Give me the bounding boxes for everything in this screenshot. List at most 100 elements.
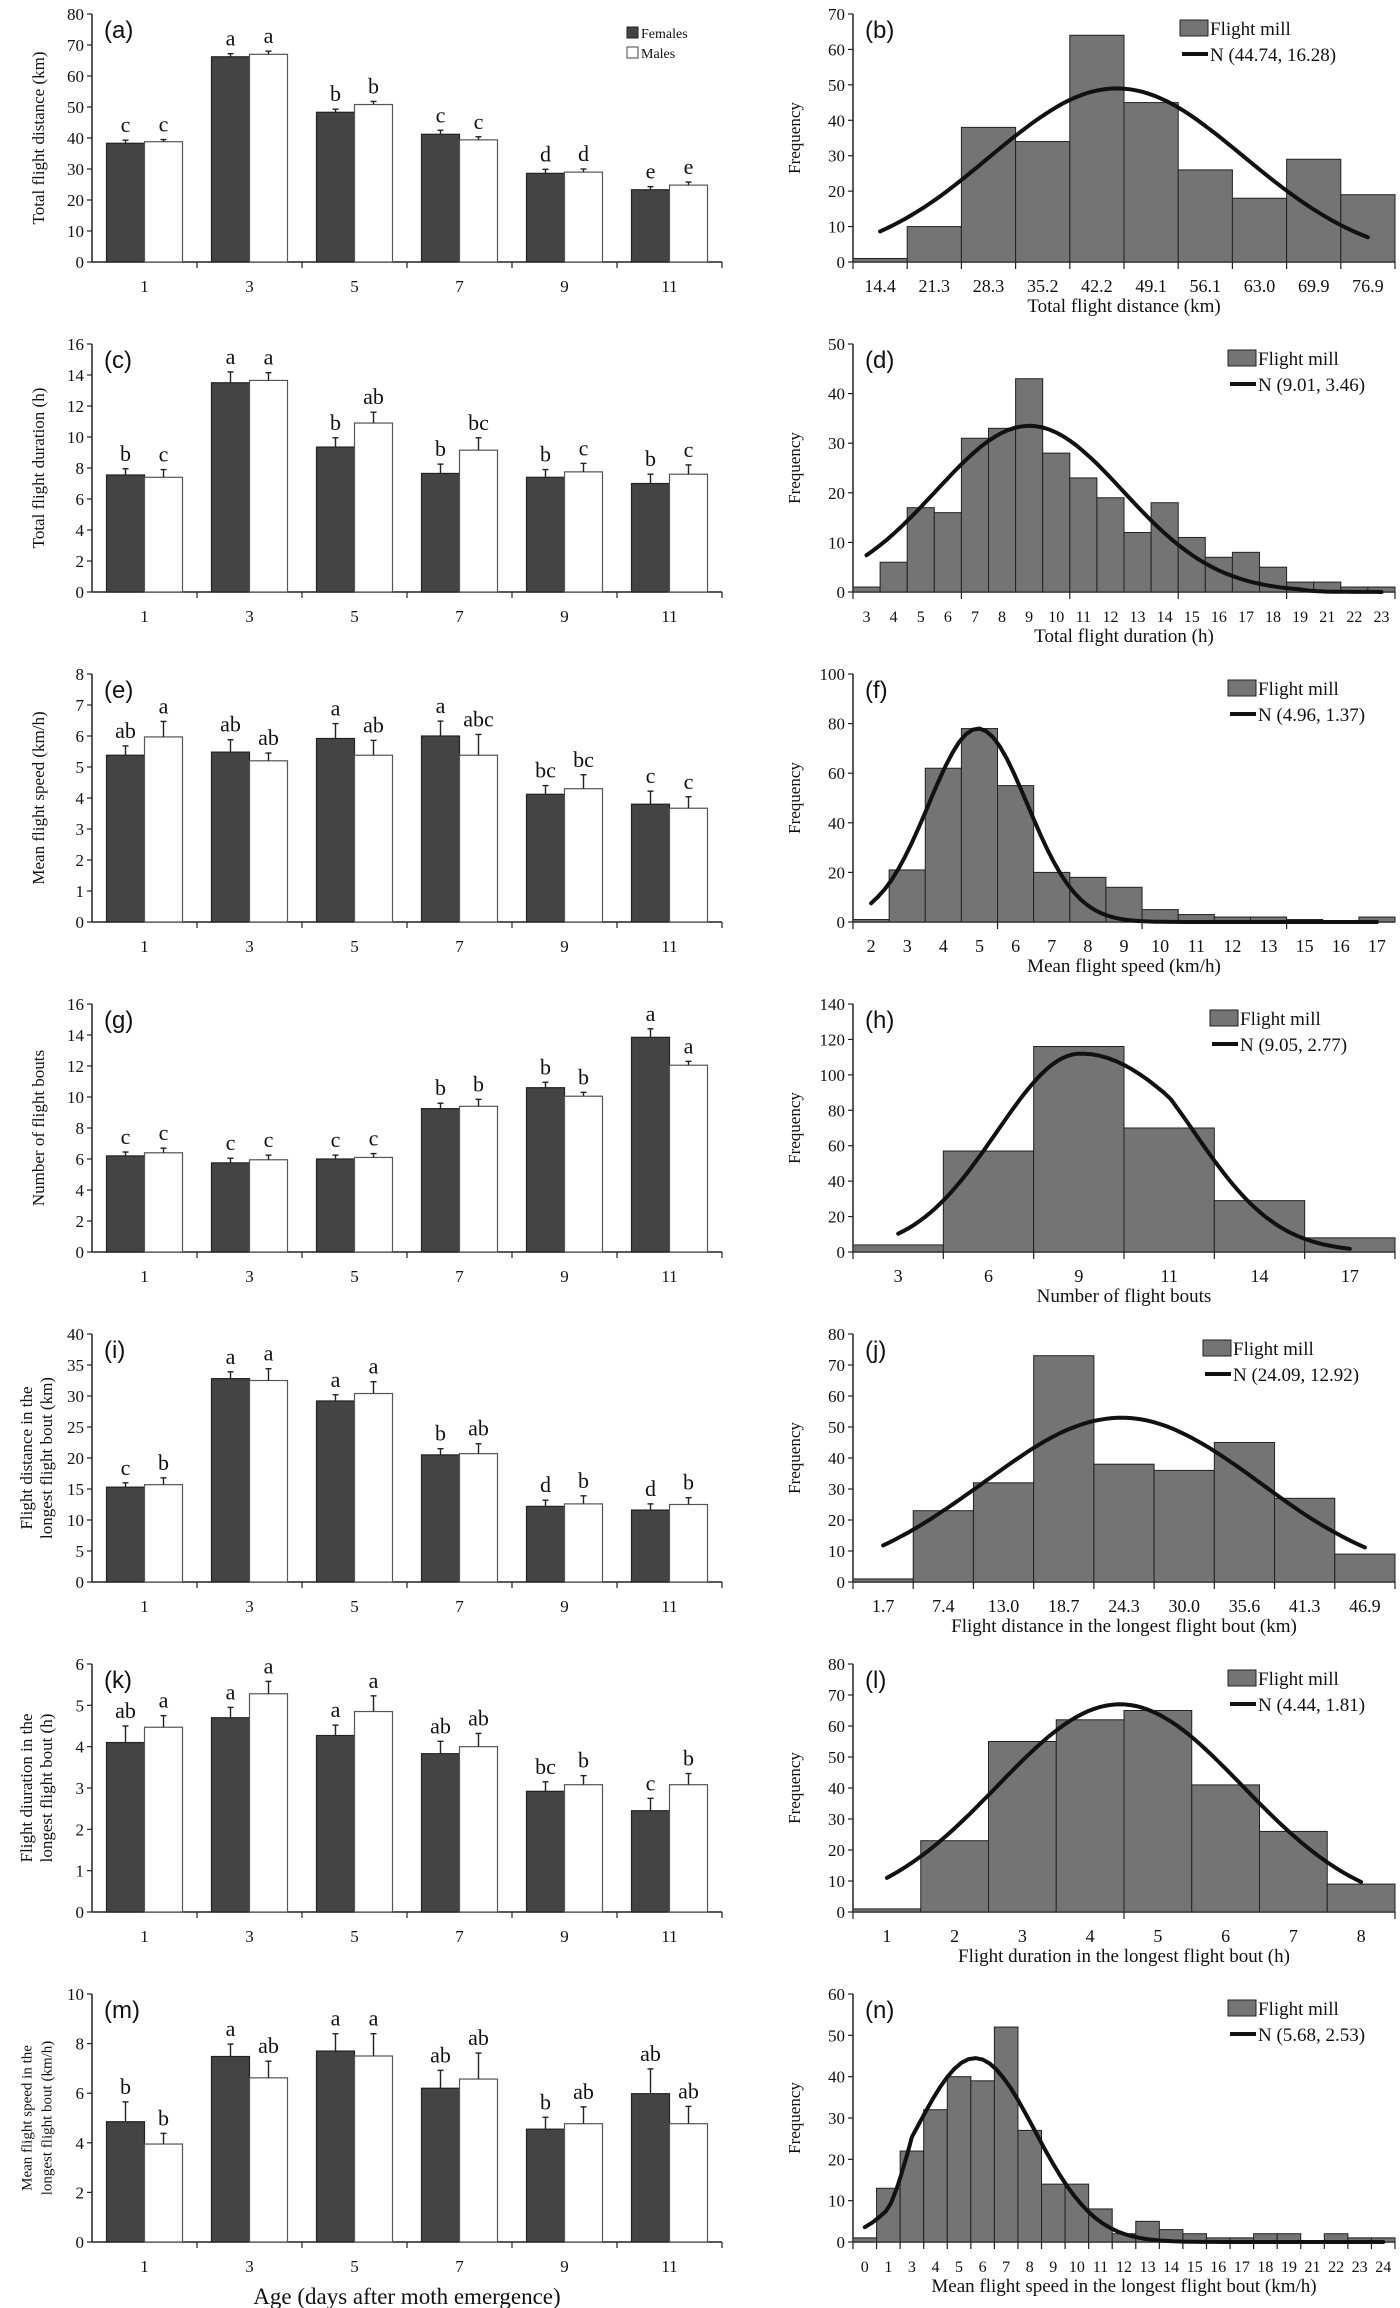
- female-bar: [630, 2093, 671, 2243]
- y-axis-title: Frequency: [785, 1752, 804, 1824]
- significance-letter: c: [579, 435, 589, 460]
- male-bar: [458, 139, 499, 263]
- significance-letter: b: [540, 1054, 551, 1079]
- y-axis-title: Frequency: [785, 1422, 804, 1494]
- significance-letter: d: [540, 1472, 551, 1497]
- significance-letter: e: [684, 154, 694, 179]
- legend-label-flight-mill: Flight mill: [1210, 19, 1291, 40]
- significance-letter: ab: [115, 1698, 136, 1723]
- y-tick-label: 0: [76, 913, 85, 932]
- male-bar: [353, 754, 394, 923]
- histogram-bar: [852, 919, 890, 923]
- y-tick-label: 25: [67, 1418, 84, 1437]
- y-axis-title: Frequency: [785, 2082, 804, 2154]
- legend-label-normal-curve: N (24.09, 12.92): [1233, 1365, 1359, 1386]
- y-tick-label: 40: [828, 814, 845, 833]
- x-tick-label: 5: [917, 609, 925, 626]
- legend-label-normal-curve: N (4.96, 1.37): [1258, 705, 1365, 726]
- y-tick-label: 50: [828, 76, 845, 95]
- significance-letter: a: [369, 2006, 379, 2031]
- y-tick-label: 6: [76, 2084, 85, 2103]
- female-bar: [420, 472, 461, 593]
- y-tick-label: 16: [67, 995, 84, 1014]
- panel-b: 0 10 20 30 40 50 60 70 (b) Frequency 14.4 21.3 28.3 3…: [785, 5, 1396, 317]
- histogram-bar: [1191, 1784, 1260, 1913]
- y-tick-label: 10: [67, 1985, 84, 2004]
- y-tick-label: 0: [837, 913, 846, 932]
- female-bar: [420, 133, 461, 263]
- x-tick-label: 3: [903, 936, 912, 956]
- x-tick-label: 11: [1076, 609, 1091, 626]
- y-tick-label: 60: [828, 40, 845, 59]
- y-tick-label: 2: [76, 552, 85, 571]
- histogram-bar: [906, 507, 935, 593]
- female-bar: [315, 2050, 356, 2243]
- female-bar: [315, 1400, 356, 1583]
- female-bar: [105, 1155, 146, 1253]
- panel-g: 0 2 4 6 8 10 12 14 16 (g) Number of flight bouts 1 c…: [29, 995, 723, 1286]
- y-tick-label: 3: [76, 1779, 85, 1798]
- x-tick-label: 3: [908, 2259, 916, 2276]
- x-tick-label: 7: [1002, 2259, 1010, 2276]
- male-bar: [248, 1379, 289, 1583]
- significance-letter: ab: [468, 1416, 489, 1441]
- x-tick-label: 17: [1234, 2259, 1250, 2276]
- x-tick-label: 24.3: [1108, 1596, 1140, 1616]
- panel-f: 0 20 40 60 80 100 (f) Frequency 2 3 4 5 6 7 8 9 10 11 12 13…: [785, 665, 1396, 977]
- female-bar: [630, 189, 671, 263]
- x-tick-label: 8: [1357, 1926, 1366, 1946]
- female-bar: [420, 2087, 461, 2243]
- histogram-bar: [1033, 1046, 1125, 1253]
- x-tick-label: 12: [1223, 936, 1241, 956]
- normal-curve: [869, 726, 1379, 924]
- significance-letter: a: [264, 345, 274, 370]
- significance-letter: a: [226, 344, 236, 369]
- x-tick-label: 7: [455, 2257, 464, 2276]
- significance-letter: c: [684, 769, 694, 794]
- histogram-bar: [923, 2109, 948, 2243]
- y-tick-label: 80: [828, 1101, 845, 1120]
- panel-label: (f): [865, 677, 888, 704]
- x-tick-label: 1: [140, 937, 149, 956]
- y-tick-label: 60: [828, 1985, 845, 2004]
- significance-letter: c: [159, 1120, 169, 1145]
- y-tick-label: 0: [76, 2233, 85, 2252]
- x-tick-label: 17: [1368, 936, 1386, 956]
- legend-swatch-males: [626, 46, 639, 59]
- histogram-bar: [1213, 1442, 1276, 1583]
- significance-letter: d: [645, 1476, 656, 1501]
- male-bar: [458, 754, 499, 923]
- x-tick-label: 4: [890, 609, 898, 626]
- x-tick-label: 7: [1047, 936, 1056, 956]
- significance-letter: b: [683, 1470, 694, 1495]
- legend: Females Males: [626, 26, 688, 62]
- significance-letter: ab: [468, 1705, 489, 1730]
- x-tick-label: 7: [455, 607, 464, 626]
- y-tick-label: 70: [828, 5, 845, 24]
- male-bar: [143, 736, 184, 923]
- x-tick-label: 56.1: [1190, 276, 1222, 296]
- y-tick-label: 70: [828, 1356, 845, 1375]
- y-tick-label: 10: [67, 1511, 84, 1530]
- y-tick-label: 4: [76, 1181, 85, 1200]
- y-tick-label: 30: [67, 160, 84, 179]
- male-bar: [353, 1156, 394, 1253]
- y-tick-label: 80: [828, 1655, 845, 1674]
- legend: Flight mill N (9.05, 2.77): [1209, 1009, 1347, 1056]
- x-tick-label: 1: [140, 1267, 149, 1286]
- histogram-bar: [1153, 1469, 1215, 1583]
- legend: Flight mill N (4.96, 1.37): [1227, 679, 1365, 726]
- male-bar: [353, 103, 394, 263]
- significance-letter: abc: [463, 706, 494, 731]
- x-tick-label: 13.0: [988, 1596, 1020, 1616]
- x-tick-label: 4: [1086, 1926, 1095, 1946]
- legend: Flight mill N (24.09, 12.92): [1202, 1339, 1359, 1386]
- x-tick-label: 3: [1018, 1926, 1027, 1946]
- x-tick-label: 24: [1375, 2259, 1391, 2276]
- y-tick-label: 10: [828, 2192, 845, 2211]
- x-tick-label: 12: [1116, 2259, 1132, 2276]
- x-tick-label: 5: [350, 1927, 359, 1946]
- histogram-bar: [1069, 477, 1098, 593]
- x-tick-label: 10: [1048, 609, 1064, 626]
